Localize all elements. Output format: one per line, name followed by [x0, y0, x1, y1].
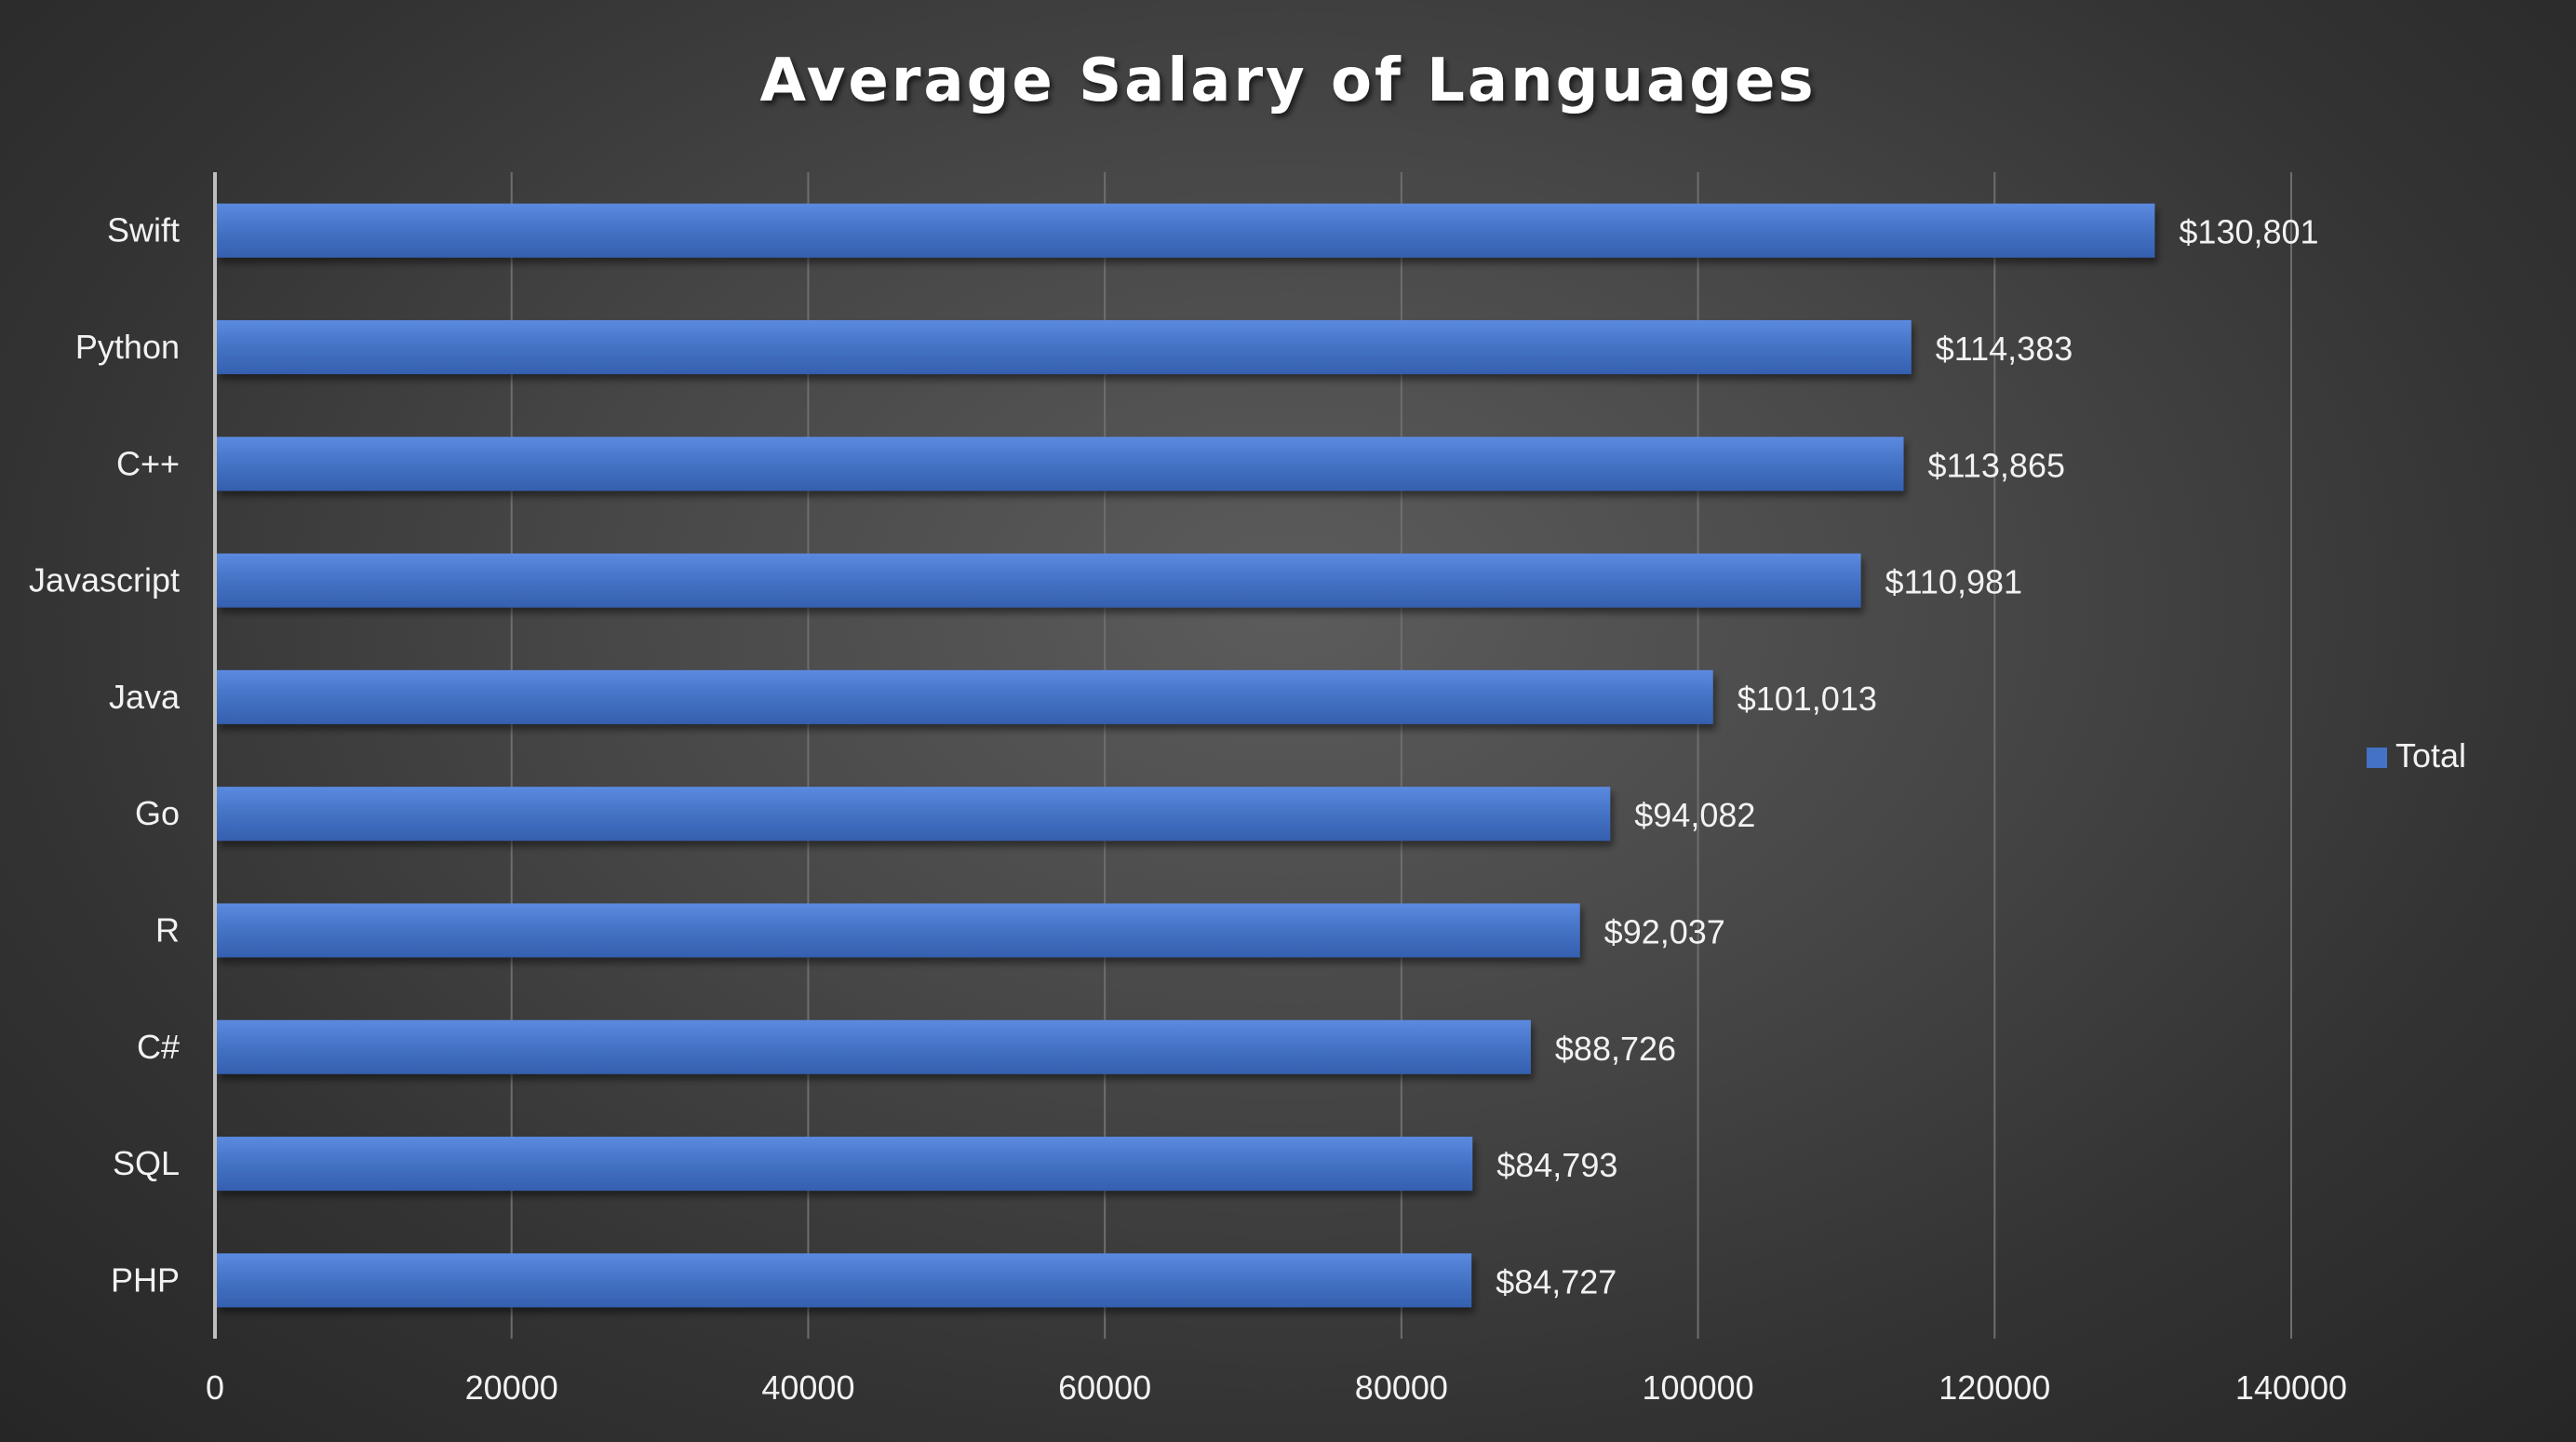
data-label: $88,726 — [1555, 1030, 1676, 1068]
bars — [217, 203, 2155, 1308]
bar — [217, 553, 1861, 608]
bar — [217, 903, 1580, 958]
data-label: $113,865 — [1928, 446, 2065, 484]
x-tick-label: 100000 — [1643, 1368, 1754, 1407]
category-label: Javascript — [29, 561, 180, 600]
category-label: Swift — [107, 211, 180, 249]
data-label: $114,383 — [1936, 330, 2073, 368]
data-label: $101,013 — [1737, 680, 1877, 718]
category-label: Python — [75, 328, 180, 366]
x-tick-label: 20000 — [465, 1368, 558, 1407]
bar — [217, 203, 2155, 258]
data-label: $84,727 — [1496, 1262, 1617, 1300]
x-tick-label: 0 — [206, 1368, 224, 1407]
category-label: Go — [135, 794, 180, 832]
category-label: SQL — [113, 1144, 180, 1182]
x-axis-ticks: 0 20000 40000 60000 80000 100000 120000 140000 — [206, 1368, 2347, 1407]
bar — [217, 1019, 1531, 1074]
legend-label: Total — [2395, 736, 2466, 775]
category-labels: Swift Python C++ Javascript Java Go R C# SQL PHP — [29, 211, 181, 1300]
x-tick-label: 40000 — [761, 1368, 854, 1407]
category-label: PHP — [111, 1260, 180, 1299]
bar — [217, 787, 1611, 842]
legend: Total — [2367, 736, 2466, 775]
data-label: $92,037 — [1604, 912, 1725, 950]
data-label: $84,793 — [1496, 1146, 1617, 1184]
bar — [217, 669, 1713, 724]
category-label: Java — [109, 678, 181, 716]
x-tick-label: 140000 — [2235, 1368, 2347, 1407]
data-labels: $130,801 $114,383 $113,865 $110,981 $101,013… — [1496, 213, 2318, 1301]
data-label: $94,082 — [1634, 796, 1755, 834]
data-label: $110,981 — [1885, 563, 2022, 601]
category-label: C# — [137, 1028, 180, 1066]
bar — [217, 319, 1912, 374]
chart-title: Average Salary of Languages — [759, 47, 1816, 115]
bar — [217, 437, 1904, 492]
category-label: R — [155, 910, 180, 949]
x-tick-label: 80000 — [1355, 1368, 1448, 1407]
data-label: $130,801 — [2179, 213, 2318, 251]
bar — [217, 1137, 1473, 1192]
x-tick-label: 60000 — [1058, 1368, 1151, 1407]
category-label: C++ — [116, 444, 180, 482]
x-tick-label: 120000 — [1939, 1368, 2050, 1407]
legend-swatch — [2367, 748, 2387, 768]
bar — [217, 1253, 1472, 1308]
